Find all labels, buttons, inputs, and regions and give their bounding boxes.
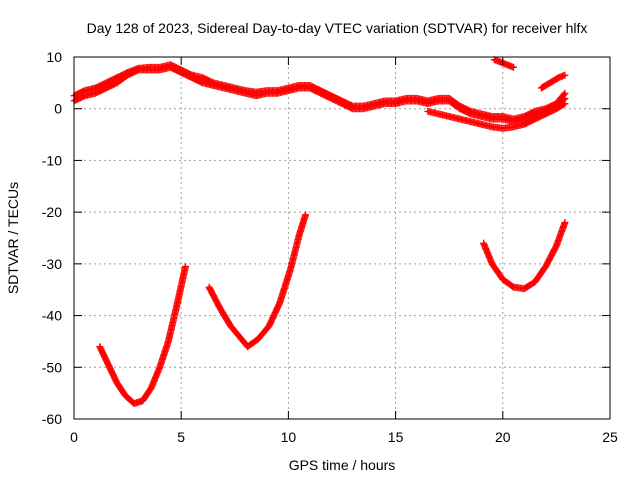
chart-title: Day 128 of 2023, Sidereal Day-to-day VTE… — [87, 20, 588, 36]
y-tick-label: -60 — [42, 411, 62, 427]
x-tick-label: 20 — [495, 429, 511, 445]
y-tick-label: -50 — [42, 359, 62, 375]
plot-frame — [73, 56, 611, 420]
y-tick-label: -30 — [42, 256, 62, 272]
x-tick-label: 0 — [70, 429, 78, 445]
data-point — [561, 71, 569, 79]
y-tick-label: -20 — [42, 204, 62, 220]
y-tick-label: -10 — [42, 152, 62, 168]
data-point — [510, 63, 518, 71]
axis-ticks: 0 5 10 15 20 25 10 0 -10 -20 -30 -40 -50 -60 — [42, 49, 618, 445]
data-point — [560, 90, 568, 98]
series-upper-fragment-1 — [490, 56, 518, 71]
data-point — [560, 100, 568, 108]
data-point — [561, 218, 569, 226]
y-tick-label: -40 — [42, 308, 62, 324]
series-arc-3 — [480, 218, 569, 293]
data-point — [181, 262, 189, 270]
data-point — [561, 100, 569, 108]
series-upper-band-b — [70, 61, 569, 123]
y-tick-label: 10 — [46, 49, 62, 65]
series-arc-1 — [96, 262, 189, 407]
x-axis-label: GPS time / hours — [289, 457, 396, 473]
data-point — [561, 89, 569, 97]
x-tick-label: 25 — [602, 429, 618, 445]
y-tick-label: 0 — [54, 101, 62, 117]
data-point — [302, 211, 310, 219]
x-tick-label: 5 — [177, 429, 185, 445]
data-points — [70, 56, 569, 407]
y-axis-label: SDTVAR / TECUs — [5, 182, 21, 294]
series-upper-fragment-2 — [537, 71, 569, 92]
x-tick-label: 10 — [281, 429, 297, 445]
series-upper-band-c — [424, 100, 569, 132]
x-tick-label: 15 — [388, 429, 404, 445]
series-arc-2 — [205, 211, 310, 351]
